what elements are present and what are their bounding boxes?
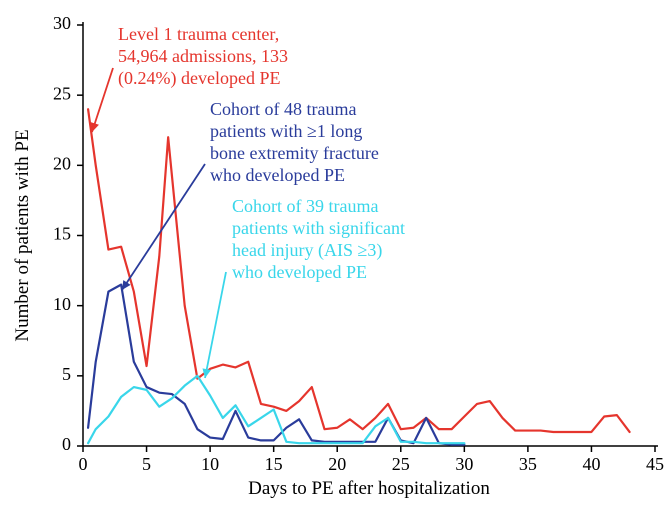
ann-head-injury-label: who developed PE [232, 262, 367, 282]
ann-long-bone-label: Cohort of 48 trauma [210, 99, 356, 119]
y-tick-label: 25 [53, 83, 71, 103]
y-axis-label: Number of patients with PE [12, 129, 33, 341]
x-tick-label: 0 [79, 454, 88, 474]
ann-trauma-center-label: (0.24%) developed PE [118, 68, 280, 89]
y-tick-label: 5 [62, 364, 71, 384]
y-tick-label: 15 [53, 224, 71, 244]
x-tick-label: 15 [265, 454, 283, 474]
x-tick-label: 40 [582, 454, 600, 474]
y-tick-label: 10 [53, 294, 71, 314]
ann-trauma-center-label: 54,964 admissions, 133 [118, 46, 288, 66]
ann-long-bone-label: bone extremity fracture [210, 143, 379, 163]
x-tick-label: 30 [455, 454, 473, 474]
ann-head-injury-label: Cohort of 39 trauma [232, 196, 378, 216]
x-tick-label: 5 [142, 454, 151, 474]
x-tick-label: 25 [392, 454, 410, 474]
x-tick-label: 35 [519, 454, 537, 474]
x-tick-label: 45 [646, 454, 664, 474]
y-tick-label: 30 [53, 13, 71, 33]
ann-trauma-center-label: Level 1 trauma center, [118, 24, 279, 44]
pe-line-chart: 0 5 10 15 20 25 30 0 5 10 15 20 25 30 35 40 45 Days to PE… [0, 0, 672, 505]
ann-head-injury-label: patients with significant [232, 218, 405, 238]
x-axis-label: Days to PE after hospitalization [248, 478, 490, 499]
ann-long-bone-label: patients with ≥1 long [210, 121, 362, 141]
ann-long-bone-label: who developed PE [210, 165, 345, 185]
y-tick-label: 0 [62, 434, 71, 454]
x-tick-label: 20 [328, 454, 346, 474]
ann-head-injury-label: head injury (AIS ≥3) [232, 240, 382, 261]
y-tick-label: 20 [53, 153, 71, 173]
x-tick-label: 10 [201, 454, 219, 474]
